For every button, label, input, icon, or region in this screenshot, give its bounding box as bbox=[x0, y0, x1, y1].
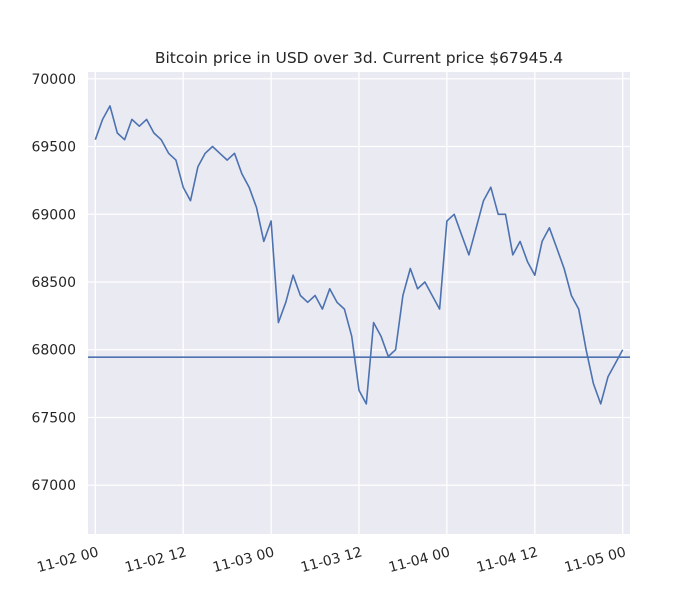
y-tick-label: 70000 bbox=[31, 72, 76, 88]
y-axis: 67000 67500 68000 68500 69000 69500 70000 bbox=[31, 72, 76, 494]
price-line bbox=[94, 105, 624, 405]
y-tick-label: 68000 bbox=[31, 343, 76, 359]
x-tick-label: 11-04 00 bbox=[387, 544, 452, 576]
series-layer bbox=[88, 105, 630, 405]
x-tick-label: 11-05 00 bbox=[563, 544, 628, 576]
x-tick-label: 11-02 12 bbox=[123, 544, 188, 576]
x-tick-label: 11-02 00 bbox=[35, 544, 100, 576]
y-tick-label: 67000 bbox=[31, 478, 76, 494]
x-tick-label: 11-03 12 bbox=[299, 544, 364, 576]
x-tick-label: 11-04 12 bbox=[475, 544, 540, 576]
y-tick-label: 67500 bbox=[31, 410, 76, 426]
y-tick-label: 69500 bbox=[31, 140, 76, 156]
chart-title: Bitcoin price in USD over 3d. Current pr… bbox=[155, 49, 563, 67]
x-tick-label: 11-03 00 bbox=[211, 544, 276, 576]
x-axis: 11-02 00 11-02 12 11-03 00 11-03 12 11-04 00… bbox=[35, 544, 627, 576]
y-tick-label: 68500 bbox=[31, 275, 76, 291]
y-tick-label: 69000 bbox=[31, 207, 76, 223]
grid bbox=[88, 72, 630, 534]
